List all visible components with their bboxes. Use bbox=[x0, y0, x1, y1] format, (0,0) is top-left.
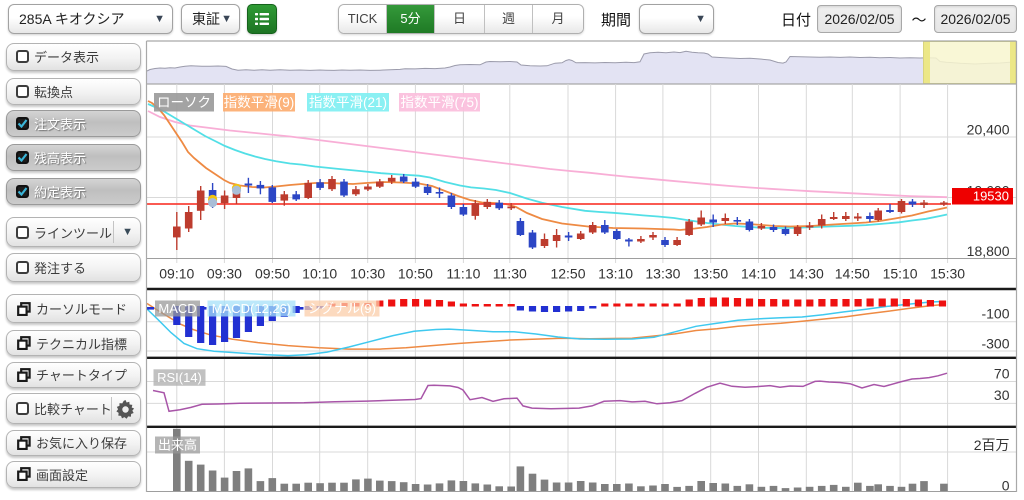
svg-text:2百万: 2百万 bbox=[974, 437, 1010, 453]
svg-text:14:10: 14:10 bbox=[741, 266, 776, 282]
svg-text:-300: -300 bbox=[981, 336, 1009, 352]
svg-text:11:10: 11:10 bbox=[446, 266, 480, 282]
svg-text:14:50: 14:50 bbox=[835, 266, 870, 282]
svg-text:ローソク: ローソク bbox=[157, 95, 211, 110]
svg-text:15:30: 15:30 bbox=[930, 266, 965, 282]
svg-text:20,400: 20,400 bbox=[967, 122, 1010, 138]
svg-text:13:30: 13:30 bbox=[645, 266, 680, 282]
svg-text:11:30: 11:30 bbox=[493, 266, 527, 282]
svg-text:指数平滑(75): 指数平滑(75) bbox=[400, 95, 478, 110]
svg-text:18,800: 18,800 bbox=[967, 243, 1010, 259]
svg-text:0: 0 bbox=[1002, 477, 1010, 493]
svg-text:14:30: 14:30 bbox=[789, 266, 824, 282]
svg-text:13:50: 13:50 bbox=[693, 266, 728, 282]
svg-text:30: 30 bbox=[994, 387, 1010, 403]
svg-text:15:10: 15:10 bbox=[883, 266, 918, 282]
svg-text:指数平滑(21): 指数平滑(21) bbox=[309, 95, 387, 110]
svg-text:出来高: 出来高 bbox=[158, 438, 197, 453]
svg-text:シグナル(9): シグナル(9) bbox=[308, 301, 376, 316]
svg-text:09:30: 09:30 bbox=[207, 266, 242, 282]
svg-text:-100: -100 bbox=[981, 306, 1009, 322]
svg-text:09:50: 09:50 bbox=[255, 266, 290, 282]
svg-text:MACD: MACD bbox=[158, 301, 196, 316]
svg-text:70: 70 bbox=[994, 366, 1010, 382]
svg-text:10:10: 10:10 bbox=[302, 266, 337, 282]
svg-text:指数平滑(9): 指数平滑(9) bbox=[224, 95, 295, 110]
svg-text:RSI(14): RSI(14) bbox=[157, 370, 202, 385]
svg-text:10:50: 10:50 bbox=[398, 266, 433, 282]
svg-text:10:30: 10:30 bbox=[350, 266, 385, 282]
svg-text:12:50: 12:50 bbox=[550, 266, 585, 282]
svg-text:19530: 19530 bbox=[973, 189, 1009, 204]
svg-text:13:10: 13:10 bbox=[598, 266, 633, 282]
svg-text:09:10: 09:10 bbox=[159, 266, 194, 282]
svg-text:MACD(12,26): MACD(12,26) bbox=[212, 301, 291, 316]
